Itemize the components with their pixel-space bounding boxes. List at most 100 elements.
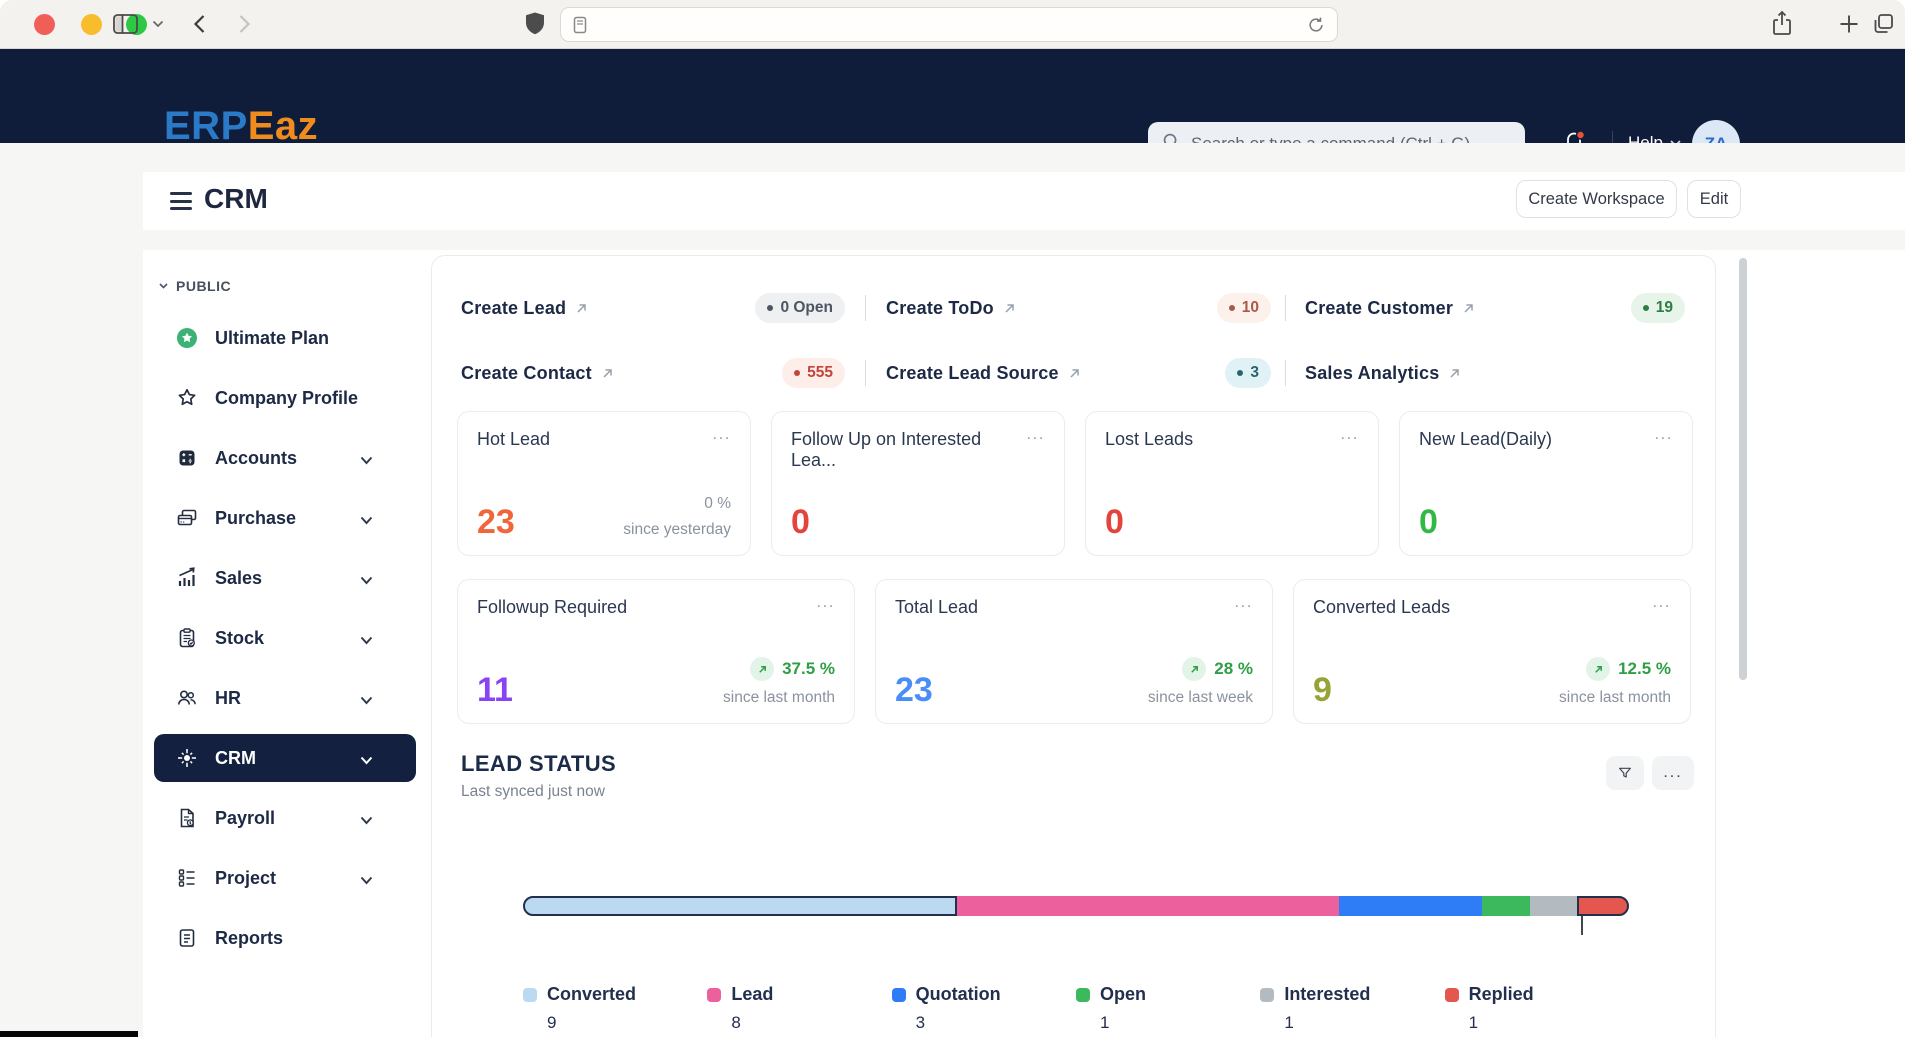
sidebar-item-company-profile[interactable]: Company Profile bbox=[154, 368, 416, 428]
chevron-down-icon bbox=[159, 283, 168, 289]
sidebar-item-hr[interactable]: HR bbox=[154, 668, 416, 728]
payroll-doc-icon bbox=[175, 806, 199, 830]
trend-up-icon bbox=[1182, 657, 1206, 681]
card-value: 23 bbox=[477, 505, 515, 539]
sidebar-item-label: Sales bbox=[215, 568, 262, 589]
card-title: Hot Lead bbox=[477, 429, 550, 450]
window-close-button[interactable] bbox=[34, 14, 55, 35]
bar-segment-quotation[interactable] bbox=[1339, 896, 1482, 916]
legend-swatch bbox=[523, 988, 537, 1002]
window-minimize-button[interactable] bbox=[81, 14, 102, 35]
privacy-shield-icon[interactable] bbox=[524, 11, 546, 37]
count-badge: 0 Open bbox=[755, 293, 845, 323]
share-icon[interactable] bbox=[1770, 10, 1794, 38]
bar-segment-converted[interactable] bbox=[523, 896, 957, 916]
refresh-icon[interactable] bbox=[1307, 16, 1325, 34]
legend-value: 1 bbox=[1100, 1013, 1260, 1033]
task-list-icon bbox=[175, 866, 199, 890]
sidebar-item-project[interactable]: Project bbox=[154, 848, 416, 908]
create-contact-link[interactable]: Create Contact bbox=[461, 363, 614, 384]
bar-segment-replied[interactable] bbox=[1577, 896, 1629, 916]
card-period: since last week bbox=[1148, 689, 1253, 707]
new-tab-icon[interactable] bbox=[1838, 13, 1860, 35]
badge-text: 10 bbox=[1242, 299, 1259, 317]
card-menu-button[interactable]: ... bbox=[1026, 429, 1045, 439]
chart-menu-button[interactable]: ... bbox=[1652, 756, 1694, 790]
create-lead-link[interactable]: Create Lead bbox=[461, 298, 588, 319]
card-value: 0 bbox=[791, 505, 810, 539]
chevron-down-icon bbox=[360, 572, 373, 590]
scrollbar-thumb[interactable] bbox=[1739, 258, 1747, 680]
sidebar-item-label: HR bbox=[215, 688, 241, 709]
bar-segment-interested[interactable] bbox=[1530, 896, 1578, 916]
sidebar-item-purchase[interactable]: Purchase bbox=[154, 488, 416, 548]
card-value: 0 bbox=[1419, 505, 1438, 539]
credit-card-icon bbox=[175, 506, 199, 530]
sidebar-item-accounts[interactable]: Accounts bbox=[154, 428, 416, 488]
badge-dot bbox=[1237, 370, 1243, 376]
edit-button[interactable]: Edit bbox=[1687, 180, 1741, 218]
card-lost-leads: Lost Leads ... 0 bbox=[1085, 411, 1379, 556]
card-follow-up-interested: Follow Up on Interested Lea... ... 0 bbox=[771, 411, 1065, 556]
legend-item-quotation: Quotation 3 bbox=[892, 984, 1076, 1033]
badge-text: 555 bbox=[807, 364, 833, 382]
forward-button[interactable] bbox=[238, 12, 252, 36]
screen: ERPEaz Simplify. Systemize. Grow Search … bbox=[0, 0, 1905, 1037]
sidebar-item-sales[interactable]: Sales bbox=[154, 548, 416, 608]
legend-value: 1 bbox=[1284, 1013, 1444, 1033]
shortcut-label: Create Lead Source bbox=[886, 363, 1059, 384]
card-menu-button[interactable]: ... bbox=[1652, 597, 1671, 607]
filter-button[interactable] bbox=[1606, 756, 1644, 790]
sidebar-item-label: Accounts bbox=[215, 448, 297, 469]
workspace-sidebar: PUBLIC Ultimate Plan Company Profile Acc… bbox=[143, 253, 428, 968]
card-title: Follow Up on Interested Lea... bbox=[791, 429, 1026, 471]
star-badge-icon bbox=[175, 326, 199, 350]
sidebar-item-ultimate-plan[interactable]: Ultimate Plan bbox=[154, 308, 416, 368]
bar-segment-open[interactable] bbox=[1482, 896, 1530, 916]
create-todo-link[interactable]: Create ToDo bbox=[886, 298, 1016, 319]
sidebar-item-stock[interactable]: Stock bbox=[154, 608, 416, 668]
workspace-panel: Create Lead 0 Open Create ToDo 10 bbox=[431, 255, 1716, 1037]
calculator-icon bbox=[175, 446, 199, 470]
count-badge: 555 bbox=[782, 358, 845, 388]
sidebar-section-public[interactable]: PUBLIC bbox=[159, 278, 428, 294]
card-menu-button[interactable]: ... bbox=[712, 429, 731, 439]
report-doc-icon bbox=[175, 926, 199, 950]
sidebar-item-label: CRM bbox=[215, 748, 256, 769]
create-workspace-button[interactable]: Create Workspace bbox=[1516, 180, 1677, 218]
create-lead-source-link[interactable]: Create Lead Source bbox=[886, 363, 1081, 384]
trend-up-icon bbox=[750, 657, 774, 681]
card-menu-button[interactable]: ... bbox=[1234, 597, 1253, 607]
sidebar-item-label: Payroll bbox=[215, 808, 275, 829]
legend-item-replied: Replied 1 bbox=[1445, 984, 1629, 1033]
browser-sidebar-icon[interactable] bbox=[112, 12, 139, 36]
sales-analytics-link[interactable]: Sales Analytics bbox=[1305, 363, 1461, 384]
sidebar-toggle-icon[interactable] bbox=[170, 192, 192, 215]
create-customer-link[interactable]: Create Customer bbox=[1305, 298, 1475, 319]
lead-status-title: LEAD STATUS bbox=[461, 751, 616, 777]
card-menu-button[interactable]: ... bbox=[1340, 429, 1359, 439]
legend-swatch bbox=[1260, 988, 1274, 1002]
logo-text-erp: ERP bbox=[164, 104, 248, 148]
chevron-down-icon bbox=[360, 812, 373, 830]
tab-overview-icon[interactable] bbox=[1871, 12, 1896, 37]
sidebar-chevron-icon[interactable] bbox=[152, 20, 164, 28]
card-change: 37.5 % bbox=[782, 659, 835, 679]
legend-swatch bbox=[707, 988, 721, 1002]
url-bar[interactable] bbox=[560, 7, 1338, 42]
badge-dot bbox=[1229, 305, 1235, 311]
count-badge: 19 bbox=[1631, 293, 1685, 323]
card-period: since last month bbox=[723, 689, 835, 707]
card-menu-button[interactable]: ... bbox=[816, 597, 835, 607]
sidebar-item-reports[interactable]: Reports bbox=[154, 908, 416, 968]
card-menu-button[interactable]: ... bbox=[1654, 429, 1673, 439]
card-change: 0 % bbox=[704, 495, 731, 513]
lead-status-actions: ... bbox=[1606, 756, 1694, 790]
arrow-up-right-icon bbox=[1068, 367, 1081, 380]
chevron-down-icon bbox=[360, 452, 373, 470]
back-button[interactable] bbox=[192, 12, 206, 36]
sidebar-item-payroll[interactable]: Payroll bbox=[154, 788, 416, 848]
sidebar-item-crm[interactable]: CRM bbox=[154, 734, 416, 782]
badge-dot bbox=[767, 305, 773, 311]
bar-segment-lead[interactable] bbox=[957, 896, 1339, 916]
